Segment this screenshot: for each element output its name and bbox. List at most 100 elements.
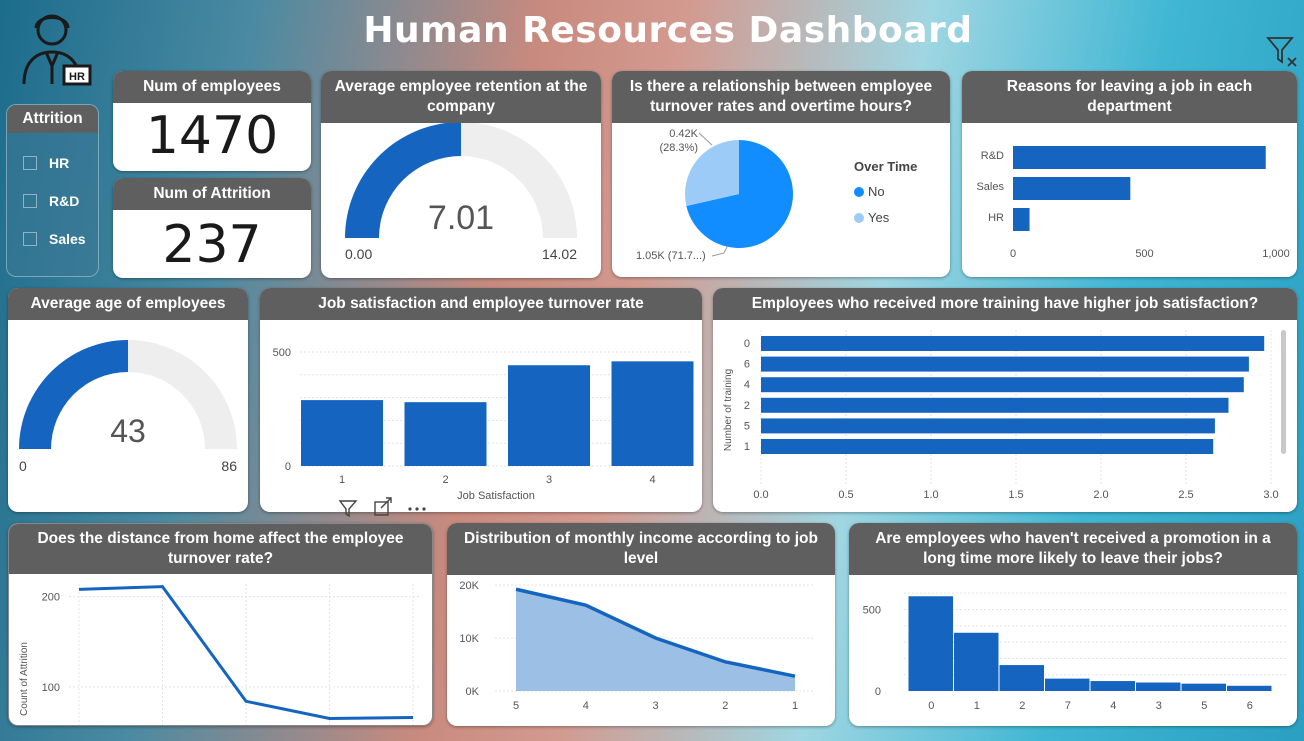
y-tick-label: 500 (863, 604, 881, 616)
x-tick-label: 500 (1135, 248, 1153, 260)
x-axis-title: Job Satisfaction (457, 490, 535, 502)
y-axis-title: Count of Attrition (19, 642, 30, 716)
x-tick-label: 2.0 (1093, 489, 1108, 501)
gauge-max: 14.02 (542, 246, 577, 262)
x-tick-label: 2 (442, 474, 448, 486)
slicer-title: Attrition (7, 105, 98, 133)
bar-category-label: Sales (976, 181, 1004, 193)
y-tick-label: 200 (42, 592, 60, 604)
pie-label-no: 1.05K (71.7...) (636, 250, 706, 262)
y-axis-title: Number of training (723, 369, 734, 451)
slicer-item-sales[interactable]: Sales (23, 231, 98, 247)
pie-label-yes-pct: (28.3%) (659, 142, 698, 154)
bar-category-label: 5 (744, 420, 750, 432)
bar (761, 397, 1229, 413)
gauge-value: 7.01 (428, 199, 494, 237)
slicer-item-label: HR (49, 155, 70, 171)
pie-leader-line (698, 132, 713, 146)
gauge-min: 0.00 (345, 246, 372, 262)
gauge-value: 43 (110, 413, 146, 449)
distance-line-chart: 12345100200Count of Attrition (19, 584, 421, 725)
filter-icon[interactable] (1266, 36, 1300, 68)
checkbox[interactable] (23, 156, 37, 170)
bar (1227, 685, 1272, 691)
x-tick-label: 5 (513, 700, 519, 712)
x-tick-label: 3 (546, 474, 552, 486)
pie-label-yes: 0.42K (669, 128, 698, 140)
bar (404, 402, 487, 466)
legend-marker (854, 187, 864, 197)
card-title: Is there a relationship between employee… (612, 71, 950, 123)
dashboard-title: Human Resources Dashboard (363, 10, 973, 51)
department-bar-chart: R&D Sales HR 0 500 1,000 (976, 146, 1290, 260)
scrollbar[interactable] (1281, 330, 1286, 454)
x-tick-label: 0.5 (838, 489, 853, 501)
bar-category-label: 0 (744, 338, 750, 350)
x-tick-label: 1 (974, 700, 980, 712)
bar (1181, 683, 1226, 691)
attrition-slicer: Attrition HR R&D Sales (6, 104, 99, 277)
training-bar-chart: 0.0 0.5 1.0 1.5 2.0 2.5 3.0 0 6 4 2 5 1 Number of tra… (723, 330, 1286, 501)
gauge-fill (19, 340, 128, 449)
y-tick-label: 0K (466, 686, 480, 698)
bar (954, 632, 999, 691)
x-tick-label: 1,000 (1262, 248, 1290, 260)
kpi-value: 237 (162, 215, 262, 275)
x-tick-label: 1.5 (1008, 489, 1023, 501)
x-tick-label: 4 (1110, 700, 1116, 712)
x-tick-label: 2 (1019, 700, 1025, 712)
slicer-item-hr[interactable]: HR (23, 155, 98, 171)
card-title: Num of Attrition (113, 178, 311, 210)
line-series (78, 585, 414, 720)
bar (761, 439, 1214, 454)
department-bar-card: Reasons for leaving a job in each depart… (962, 71, 1297, 277)
x-tick-label: 0 (1010, 248, 1016, 260)
bar (908, 596, 953, 691)
legend-marker (854, 213, 864, 223)
training-bar-card: Employees who received more training hav… (713, 288, 1297, 512)
card-title: Does the distance from home affect the e… (9, 524, 432, 574)
x-tick-label: 0 (928, 700, 934, 712)
gauge-fill (345, 122, 461, 238)
x-tick-label: 3 (1156, 700, 1162, 712)
x-tick-label: 4 (583, 700, 589, 712)
x-tick-label: 1 (792, 700, 798, 712)
checkbox[interactable] (23, 232, 37, 246)
x-tick-label: 3 (652, 700, 658, 712)
bar-category-label: R&D (981, 150, 1004, 162)
filter-icon[interactable] (338, 500, 358, 518)
card-title: Distribution of monthly income according… (447, 523, 835, 575)
income-area-card: Distribution of monthly income according… (447, 523, 835, 726)
gauge-max: 86 (221, 458, 237, 474)
retention-gauge: 7.01 0.00 14.02 (345, 122, 577, 262)
focus-mode-icon[interactable] (374, 501, 389, 516)
y-tick-label: 20K (459, 580, 479, 592)
bar (611, 361, 694, 466)
hr-person-icon: HR (22, 14, 92, 86)
bar (1090, 681, 1135, 691)
legend-title: Over Time (854, 159, 917, 174)
bar (761, 356, 1249, 372)
x-tick-label: 1.0 (923, 489, 938, 501)
bar (1013, 177, 1131, 200)
kpi-value: 1470 (145, 106, 279, 166)
slicer-item-rd[interactable]: R&D (23, 193, 98, 209)
more-options-icon[interactable] (408, 507, 412, 511)
card-title: Reasons for leaving a job in each depart… (962, 71, 1297, 123)
x-tick-label: 5 (1201, 700, 1207, 712)
visual-toolbar (338, 497, 426, 518)
area-line (515, 587, 796, 678)
more-options-dot (415, 507, 419, 511)
bar-category-label: 6 (744, 359, 750, 371)
x-tick-label: 0.0 (753, 489, 768, 501)
y-tick-label: 500 (273, 347, 291, 359)
svg-text:HR: HR (69, 71, 85, 83)
x-tick-label: 2 (722, 700, 728, 712)
promotion-bar-chart: 0 500 0 1 2 7 4 3 5 6 (863, 592, 1287, 712)
checkbox[interactable] (23, 194, 37, 208)
more-options-dot (422, 507, 426, 511)
age-gauge-card: Average age of employees 43 0 86 (8, 288, 248, 512)
overtime-pie-chart: 0.42K (28.3%) 1.05K (71.7...) Over Time … (636, 128, 917, 262)
x-tick-label: 3.0 (1263, 489, 1278, 501)
bar-category-label: 1 (744, 441, 750, 453)
